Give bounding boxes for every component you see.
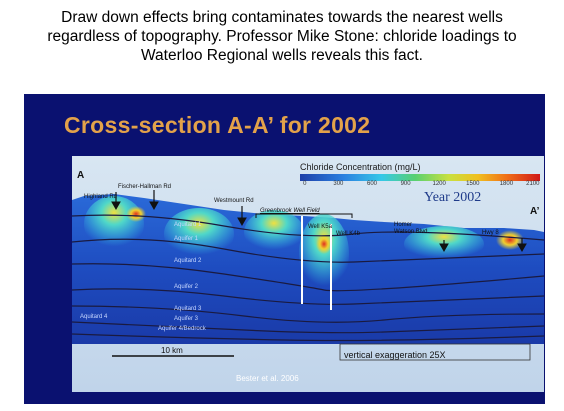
slide-title: Cross-section A-A’ for 2002 bbox=[64, 112, 371, 138]
legend-color-bar bbox=[300, 174, 540, 181]
well-label-k4b: Well K4b bbox=[336, 231, 360, 237]
layer-line-3 bbox=[71, 263, 545, 292]
legend-tick: 1800 bbox=[499, 181, 514, 187]
well-label-k5a: Well K5a bbox=[308, 224, 332, 230]
layer-line-6 bbox=[71, 321, 545, 334]
cross-section-diagram bbox=[71, 156, 545, 392]
plume-hot-2 bbox=[496, 230, 524, 250]
road-label-highland: Highland Rd bbox=[84, 194, 118, 200]
plume-3 bbox=[244, 210, 304, 254]
unit-label-aquitard4: Aquitard 4 bbox=[80, 314, 108, 320]
road-label-homer: Homer bbox=[394, 222, 413, 228]
exaggeration-box bbox=[339, 343, 531, 361]
legend-tick: 2100 bbox=[526, 181, 540, 187]
caption-line-2: regardless of topography. Professor Mike… bbox=[47, 28, 517, 45]
plume-2 bbox=[164, 208, 234, 260]
unit-label-aquitard3: Aquitard 3 bbox=[174, 306, 202, 312]
unit-label-aquifer3: Aquifer 3 bbox=[174, 316, 199, 322]
plume-hot-3 bbox=[316, 234, 332, 254]
corner-label-a: A bbox=[77, 170, 85, 181]
legend-title: Chloride Concentration (mg/L) bbox=[300, 162, 421, 172]
slide-image: Cross-section A-A’ for 2002 bbox=[24, 94, 545, 404]
legend-tick: 600 bbox=[366, 181, 378, 187]
legend-tick: 1200 bbox=[432, 181, 446, 187]
year-label: Year 2002 bbox=[424, 190, 482, 205]
unit-label-aquifer2: Aquifer 2 bbox=[174, 284, 199, 290]
road-arrows bbox=[111, 190, 527, 253]
road-label-hwy8: Hwy 8 bbox=[482, 230, 499, 236]
unit-label-aquifer4: Aquifer 4/Bedrock bbox=[158, 326, 206, 332]
plume-hot-1 bbox=[126, 206, 146, 222]
legend-ticks: 0 300 600 900 1200 1500 1800 2100 bbox=[300, 181, 540, 189]
citation: Bester et al. 2006 bbox=[236, 374, 299, 383]
legend-tick: 900 bbox=[400, 181, 411, 187]
layer-line-7 bbox=[71, 333, 545, 342]
well-field-bracket bbox=[255, 213, 353, 218]
road-label-fischer: Fischer-Hallman Rd bbox=[118, 184, 172, 190]
unit-label-aquifer1: Aquifer 1 bbox=[174, 236, 199, 242]
unit-label-aquitard1: Aquitard 1 bbox=[174, 222, 202, 228]
road-label-watson: Watson Blvd. bbox=[394, 229, 430, 235]
vertical-exaggeration-label: vertical exaggeration 25X bbox=[344, 350, 446, 360]
legend-tick: 0 bbox=[303, 181, 307, 187]
road-label-westmount: Westmount Rd bbox=[214, 198, 254, 204]
caption: Draw down effects bring contaminates tow… bbox=[0, 8, 564, 65]
legend-tick: 300 bbox=[333, 181, 344, 187]
caption-line-3: Waterloo Regional wells reveals this fac… bbox=[141, 47, 423, 64]
corner-label-a-prime: A’ bbox=[530, 206, 540, 217]
unit-label-aquitard2: Aquitard 2 bbox=[174, 258, 202, 264]
road-label-greenbrook: Greenbrook Well Field bbox=[260, 208, 320, 214]
scale-label: 10 km bbox=[161, 346, 183, 355]
caption-line-1: Draw down effects bring contaminates tow… bbox=[61, 9, 503, 26]
layer-line-5 bbox=[71, 305, 545, 323]
legend-tick: 1500 bbox=[466, 181, 480, 187]
